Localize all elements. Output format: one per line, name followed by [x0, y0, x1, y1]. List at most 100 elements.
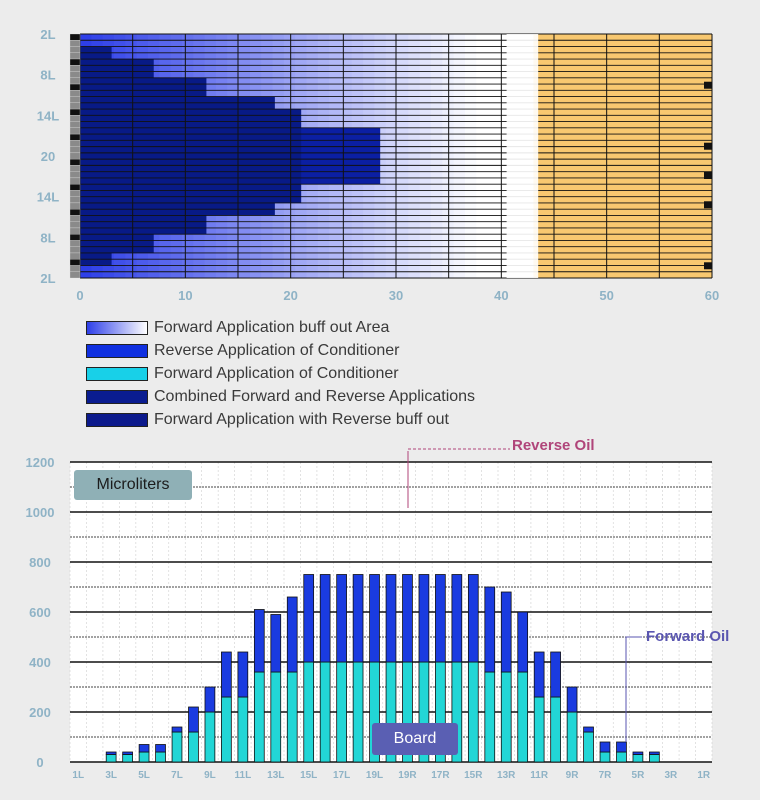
buff-out-cell	[249, 265, 262, 272]
buff-out-cell	[408, 115, 421, 122]
buff-out-cell	[204, 246, 217, 253]
buff-out-cell	[227, 252, 240, 260]
buff-out-cell	[419, 215, 432, 222]
buff-out-cell	[464, 271, 477, 278]
buff-out-cell	[431, 134, 443, 141]
left-gutter-cell	[69, 246, 81, 254]
buff-out-cell	[147, 52, 160, 60]
buff-out-cell	[385, 159, 398, 166]
buff-out-cell	[181, 271, 194, 278]
buff-out-cell	[317, 71, 330, 78]
buff-out-cell	[374, 134, 387, 141]
buff-out-cell	[431, 171, 443, 178]
buff-out-cell	[147, 46, 160, 53]
buff-out-cell	[397, 234, 409, 241]
buff-out-cell	[431, 127, 443, 135]
buff-out-cell	[397, 265, 409, 272]
buff-out-cell	[249, 65, 262, 72]
buff-out-cell	[464, 171, 477, 178]
buff-out-cell	[170, 259, 183, 266]
buff-out-cell	[272, 271, 285, 278]
buff-out-cell	[431, 215, 443, 222]
buff-out-cell	[317, 190, 330, 197]
buff-out-cell	[374, 190, 387, 197]
buff-out-cell	[374, 234, 387, 241]
buff-out-cell	[385, 234, 398, 241]
buff-out-cell	[329, 227, 341, 235]
buff-out-cell	[238, 240, 251, 247]
buff-out-cell	[283, 65, 296, 72]
volume-tick-label: 1200	[26, 455, 55, 470]
buff-out-cell	[136, 259, 149, 266]
buff-out-cell	[249, 227, 262, 235]
buff-out-cell	[431, 252, 443, 260]
buff-out-cell	[397, 246, 409, 253]
applied-oil-cell	[80, 184, 302, 191]
buff-out-cell	[283, 271, 296, 278]
buff-out-cell	[453, 184, 466, 191]
buff-out-cell	[408, 102, 421, 110]
buff-out-cell	[419, 171, 432, 178]
buff-out-cell	[204, 252, 217, 260]
buff-out-cell	[408, 59, 421, 66]
buff-out-cell	[272, 34, 285, 41]
board-tick-label: 20	[41, 149, 55, 164]
buff-out-cell	[204, 52, 217, 60]
buff-out-cell	[159, 59, 172, 66]
left-gutter-cell	[69, 221, 81, 229]
buff-out-cell	[431, 115, 443, 122]
buff-out-cell	[238, 227, 251, 235]
buff-out-cell	[261, 215, 273, 222]
buff-out-cell	[374, 221, 387, 228]
applied-oil-cell	[80, 259, 112, 266]
buff-out-cell	[80, 40, 92, 47]
buff-out-cell	[419, 96, 432, 103]
buff-out-cell	[91, 271, 104, 278]
buff-out-cell	[498, 202, 511, 210]
buff-out-cell	[374, 77, 387, 85]
applied-oil-cell	[80, 252, 112, 260]
buff-out-cell	[476, 109, 489, 116]
buff-out-cell	[385, 227, 398, 235]
buff-out-cell	[385, 196, 398, 203]
buff-out-cell	[397, 271, 409, 278]
legend-swatch-buff-area	[86, 320, 148, 335]
buff-out-cell	[136, 265, 149, 272]
buff-out-cell	[317, 115, 330, 122]
bar-forward-oil	[122, 754, 133, 763]
buff-out-cell	[215, 252, 228, 260]
buff-out-cell	[408, 240, 421, 247]
buff-out-cell	[249, 221, 262, 228]
buff-out-cell	[295, 227, 307, 235]
buff-out-cell	[476, 65, 489, 72]
buff-out-cell	[397, 109, 409, 116]
buff-out-cell	[476, 115, 489, 122]
buff-out-cell	[340, 46, 353, 53]
buff-out-cell	[227, 246, 240, 253]
buff-out-cell	[453, 115, 466, 122]
buff-out-cell	[317, 240, 330, 247]
buff-out-cell	[453, 121, 466, 128]
volume-tick-label: 1000	[26, 505, 55, 520]
buff-out-cell	[476, 102, 489, 110]
buff-out-cell	[385, 271, 398, 278]
buff-out-cell	[464, 84, 477, 91]
buff-out-cell	[215, 259, 228, 266]
left-gutter-cell	[69, 127, 81, 135]
buff-out-cell	[431, 196, 443, 203]
buff-out-cell	[317, 121, 330, 128]
buff-out-cell	[193, 265, 206, 272]
buff-out-cell	[363, 271, 375, 278]
bar-reverse-oil	[122, 751, 133, 755]
buff-out-cell	[385, 84, 398, 91]
buff-out-cell	[249, 84, 262, 91]
buff-out-cell	[498, 265, 511, 272]
bar-forward-oil	[188, 731, 199, 763]
buff-out-cell	[487, 115, 500, 122]
buff-out-cell	[204, 265, 217, 272]
left-gutter-cell	[69, 77, 81, 85]
buff-out-cell	[261, 77, 273, 85]
reverse-oil-annotation: Reverse Oil	[512, 437, 595, 454]
buff-out-cell	[102, 40, 115, 47]
buff-out-cell	[374, 215, 387, 222]
